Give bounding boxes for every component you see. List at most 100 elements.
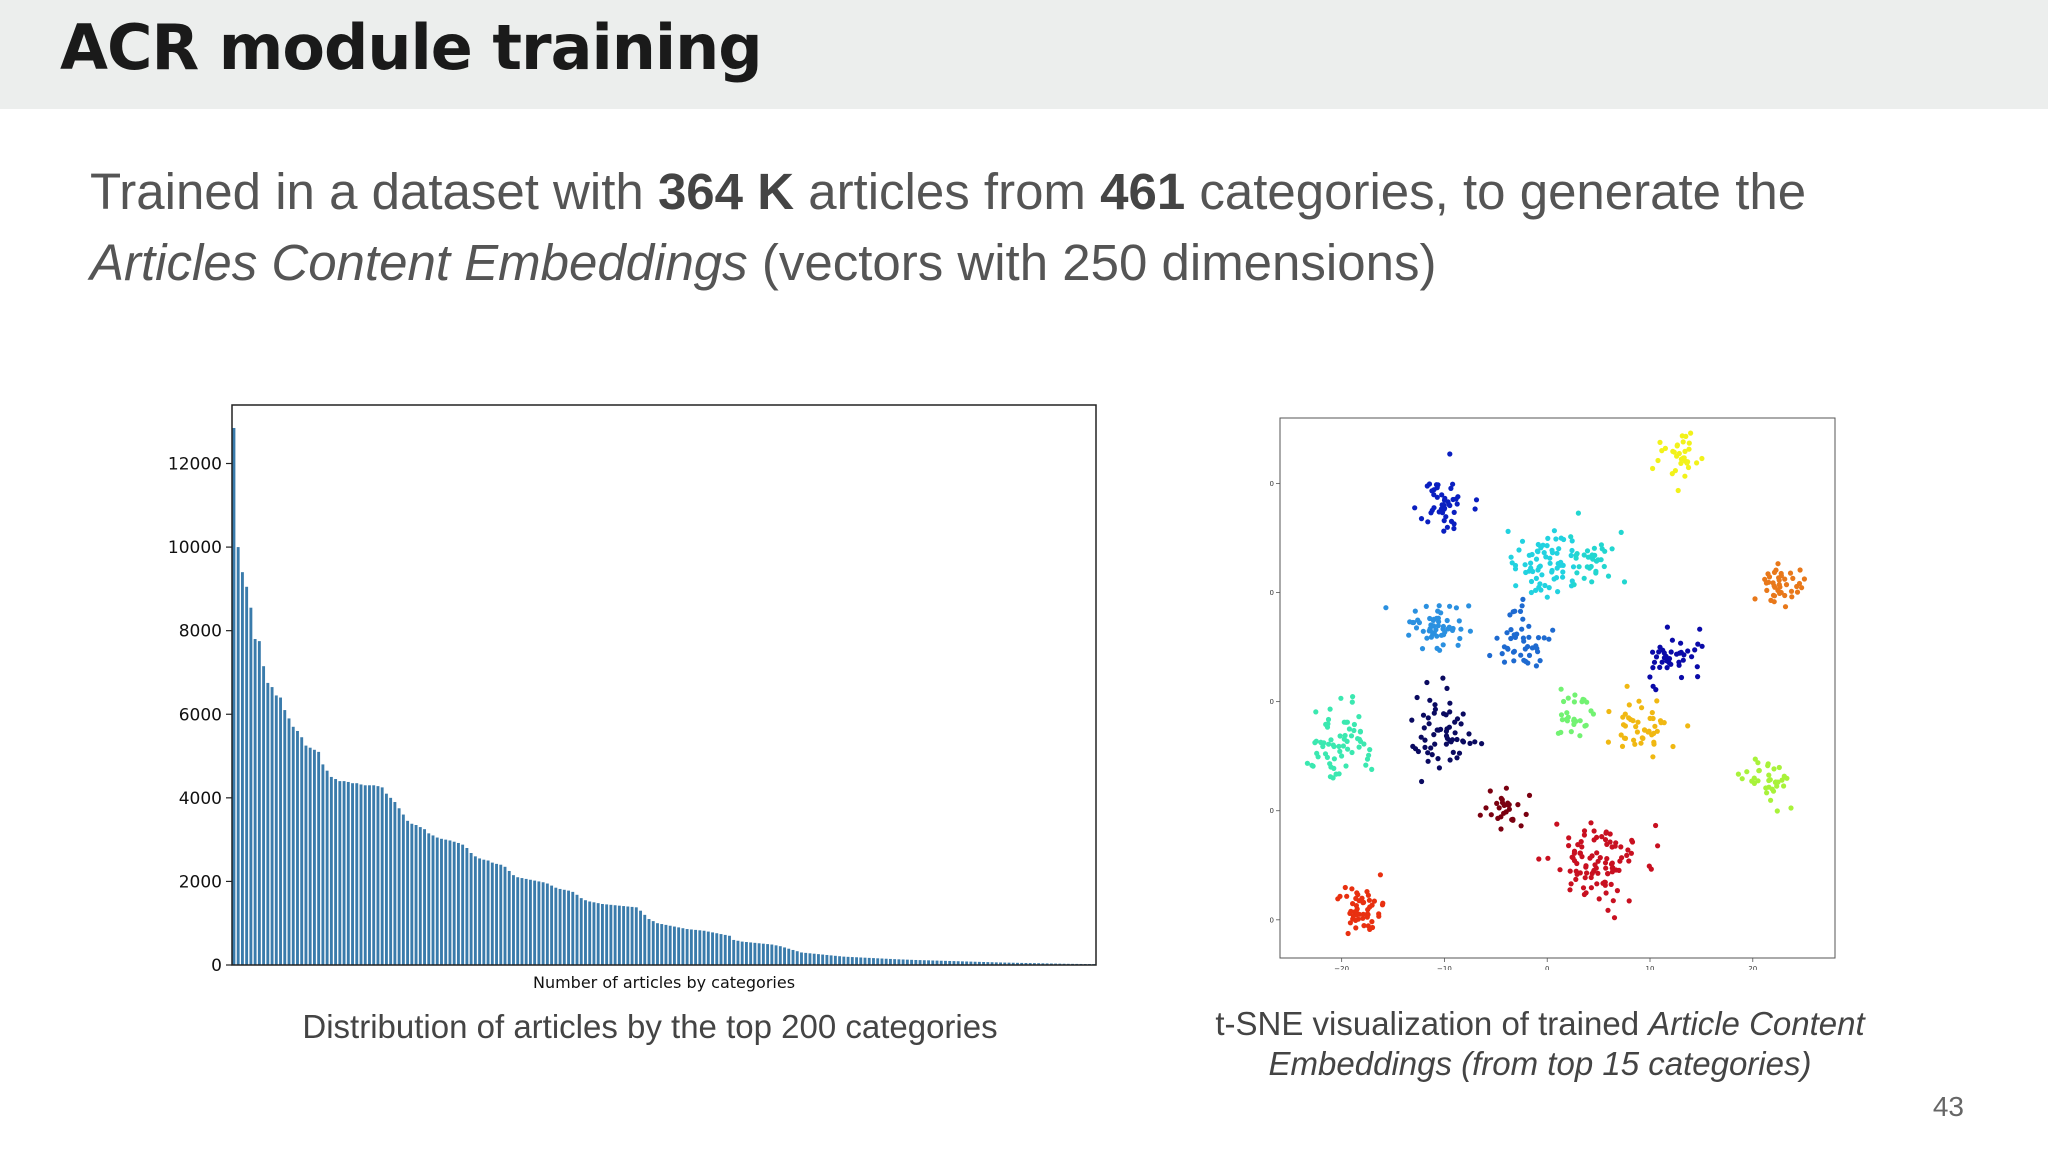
bar xyxy=(571,891,575,965)
bar xyxy=(249,607,253,965)
bar xyxy=(630,906,634,965)
scatter-point xyxy=(1446,624,1452,630)
bar xyxy=(490,862,494,965)
scatter-point xyxy=(1454,755,1460,761)
scatter-point xyxy=(1638,740,1644,746)
bar xyxy=(702,930,706,965)
scatter-point xyxy=(1369,919,1375,925)
scatter-point xyxy=(1769,786,1775,792)
scatter-point xyxy=(1771,599,1777,605)
bar xyxy=(977,961,981,965)
bar xyxy=(605,904,609,965)
scatter-point xyxy=(1424,679,1430,686)
bar xyxy=(846,956,850,965)
scatter-point xyxy=(1752,596,1758,602)
scatter-point xyxy=(1685,723,1691,729)
scatter-point xyxy=(1582,723,1588,729)
bar xyxy=(952,961,956,965)
scatter-point xyxy=(1653,822,1659,829)
bar xyxy=(338,781,342,965)
scatter-point xyxy=(1599,834,1605,840)
scatter-point xyxy=(1366,897,1372,903)
bar xyxy=(431,835,435,965)
bar xyxy=(317,751,321,965)
scatter-point xyxy=(1544,543,1550,549)
scatter-point xyxy=(1412,608,1418,614)
scatter-point xyxy=(1346,726,1352,732)
scatter-point xyxy=(1602,860,1609,866)
scatter-point xyxy=(1338,695,1344,701)
y-tick-label: −20 xyxy=(1270,916,1274,924)
scatter-point xyxy=(1434,645,1440,651)
scatter-point xyxy=(1775,561,1781,567)
scatter-point xyxy=(1328,737,1334,743)
scatter-point xyxy=(1523,811,1529,817)
bar xyxy=(1028,963,1032,965)
bar xyxy=(473,856,477,965)
scatter-point xyxy=(1427,697,1433,703)
scatter-point xyxy=(1602,837,1609,843)
bar xyxy=(855,957,858,965)
bar xyxy=(283,710,287,965)
scatter-point xyxy=(1682,473,1688,479)
bar xyxy=(833,955,837,965)
scatter-point xyxy=(1571,858,1578,864)
bar xyxy=(1016,962,1019,965)
scatter-point xyxy=(1451,525,1457,532)
scatter-point xyxy=(1443,514,1449,520)
bar xyxy=(677,927,681,965)
bar xyxy=(554,887,558,965)
scatter-point xyxy=(1554,565,1560,571)
scatter-point xyxy=(1680,657,1686,663)
scatter-point xyxy=(1755,760,1761,766)
bar xyxy=(495,863,498,965)
bar xyxy=(732,939,736,965)
scatter-point xyxy=(1650,665,1656,671)
scatter-point xyxy=(1609,546,1615,552)
scatter-point xyxy=(1572,692,1578,698)
scatter-point xyxy=(1604,856,1610,862)
scatter-point xyxy=(1674,651,1680,657)
scatter-point xyxy=(1776,582,1782,588)
bar xyxy=(368,785,371,965)
bar xyxy=(609,904,613,965)
scatter-point xyxy=(1380,900,1386,906)
scatter-series xyxy=(1409,675,1485,785)
bar xyxy=(287,718,291,965)
scatter-point xyxy=(1349,749,1355,756)
scatter-point xyxy=(1446,724,1452,730)
scatter-point xyxy=(1529,645,1535,651)
scatter-point xyxy=(1650,465,1656,472)
scatter-point xyxy=(1349,886,1355,892)
scatter-point xyxy=(1735,771,1741,777)
scatter-point xyxy=(1539,572,1545,578)
bar xyxy=(528,879,532,965)
scatter-point xyxy=(1618,844,1624,850)
scatter-point xyxy=(1304,760,1310,766)
scatter-point xyxy=(1339,753,1345,759)
scatter-point xyxy=(1624,852,1630,858)
scatter-point xyxy=(1513,583,1519,589)
scatter-point xyxy=(1624,683,1630,689)
scatter-point xyxy=(1568,534,1574,540)
scatter-point xyxy=(1650,754,1656,760)
y-tick-label: 4000 xyxy=(179,789,222,809)
bar xyxy=(448,840,452,965)
scatter-point xyxy=(1345,746,1351,752)
scatter-point xyxy=(1699,455,1705,462)
scatter-point xyxy=(1425,715,1431,721)
scatter-point xyxy=(1519,626,1525,632)
scatter-point xyxy=(1479,741,1485,747)
bar xyxy=(575,894,579,965)
scatter-point xyxy=(1764,790,1770,796)
caption-tsne-line-1: t-SNE visualization of trained Article C… xyxy=(1140,1004,1940,1044)
scatter-point xyxy=(1503,785,1509,791)
scatter-point xyxy=(1501,659,1508,665)
scatter-point xyxy=(1452,730,1458,736)
scatter-point xyxy=(1571,699,1577,705)
scatter-point xyxy=(1776,577,1782,583)
scatter-point xyxy=(1676,659,1682,665)
scatter-series xyxy=(1536,820,1661,921)
scatter-point xyxy=(1487,788,1493,794)
y-tick-label: 6000 xyxy=(179,705,222,725)
